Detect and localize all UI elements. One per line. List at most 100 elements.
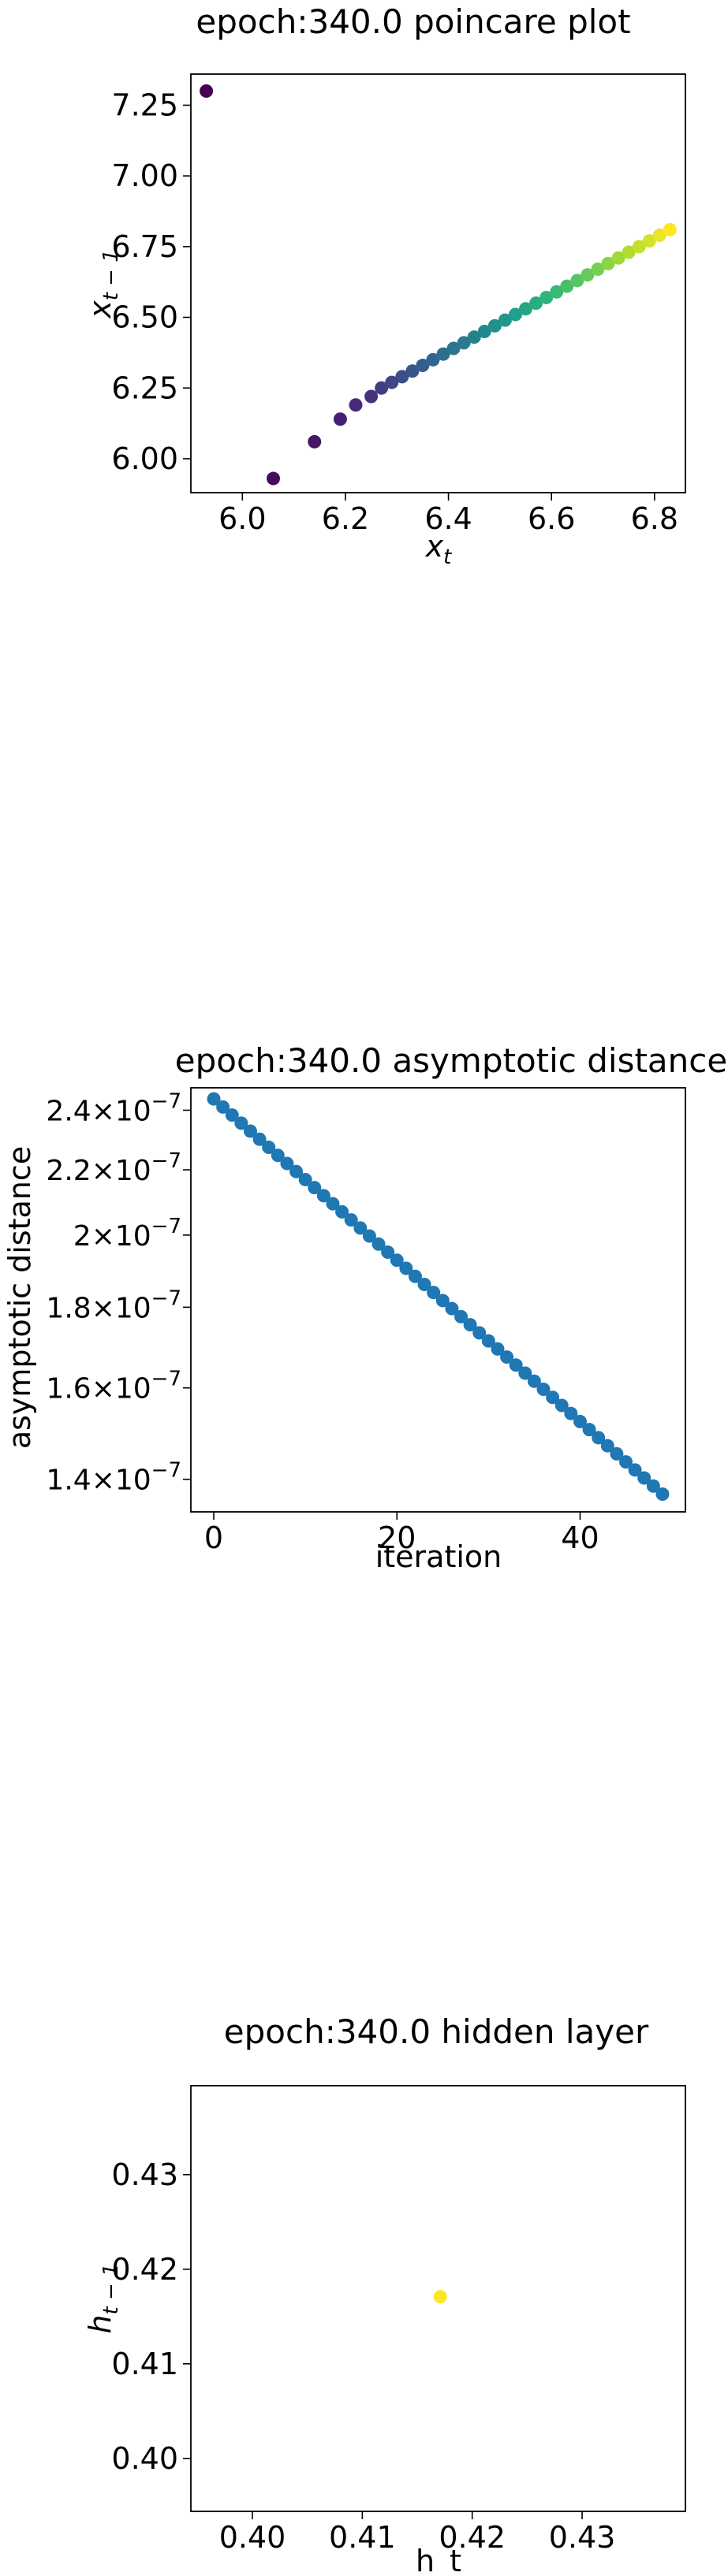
data-point xyxy=(467,330,481,344)
data-point xyxy=(539,290,554,304)
asymptotic-distance-chart: epoch:340.0 asymptotic distance 0 20 40 2.4… xyxy=(2,1041,727,1574)
y-axis-label: asymptotic distance xyxy=(2,1146,37,1449)
y-tick-label: 1.8×10−7 xyxy=(46,1286,181,1324)
data-point xyxy=(225,1108,239,1122)
data-point xyxy=(289,1164,304,1178)
y-tick-label: 6.25 xyxy=(111,370,178,405)
data-point xyxy=(308,1181,322,1195)
data-point xyxy=(371,1237,386,1251)
data-point xyxy=(601,256,615,270)
data-point xyxy=(536,1382,551,1396)
data-point xyxy=(481,1334,495,1348)
data-point xyxy=(622,245,636,259)
x-tick-label: 0.41 xyxy=(329,2520,396,2555)
data-point xyxy=(472,1326,487,1340)
data-point xyxy=(446,341,461,356)
y-tick-label: 7.25 xyxy=(111,87,178,122)
marks-layer xyxy=(207,1092,670,1502)
poincare-plot-chart: epoch:340.0 poincare plot 6.0 6.2 6.4 6.6 6.… xyxy=(83,2,686,569)
y-tick-label: 6.00 xyxy=(111,441,178,476)
data-point xyxy=(454,1309,469,1323)
data-point xyxy=(344,1213,358,1227)
data-point xyxy=(234,1116,248,1130)
y-tick-label: 2.4×10−7 xyxy=(46,1089,181,1127)
plot-frame xyxy=(190,73,686,493)
tick-layer: 0.40 0.41 0.42 0.43 0.40 0.41 0.42 0.43 xyxy=(111,2157,615,2555)
data-point xyxy=(243,1124,257,1138)
data-point xyxy=(280,1156,294,1171)
data-point xyxy=(395,370,409,384)
x-tick-label: 6.6 xyxy=(528,501,575,536)
data-point xyxy=(527,1374,541,1388)
x-tick-label: 0.43 xyxy=(549,2520,616,2555)
y-tick-label: 0.43 xyxy=(111,2157,178,2192)
data-point xyxy=(385,375,399,389)
data-point xyxy=(592,1431,606,1445)
data-point xyxy=(405,364,420,378)
data-point xyxy=(546,1390,560,1405)
y-tick-label: 6.50 xyxy=(111,300,178,335)
data-point xyxy=(655,1487,670,1502)
data-point xyxy=(426,352,440,367)
data-point xyxy=(333,412,347,426)
y-tick-label: 6.75 xyxy=(111,229,178,264)
data-point xyxy=(252,1132,267,1146)
y-tick-label: 2.2×10−7 xyxy=(46,1149,181,1187)
data-point xyxy=(335,1204,349,1219)
y-tick-label: 2×10−7 xyxy=(73,1215,181,1253)
data-point xyxy=(433,2290,447,2304)
data-point xyxy=(508,307,522,322)
chart-title: epoch:340.0 poincare plot xyxy=(196,2,630,41)
data-point xyxy=(581,268,595,282)
data-point xyxy=(509,1358,523,1372)
data-point xyxy=(477,324,491,338)
plot-frame xyxy=(190,1087,686,1513)
data-point xyxy=(390,1253,404,1268)
x-axis-label: xt xyxy=(425,529,453,569)
data-point xyxy=(349,398,363,412)
data-point xyxy=(560,279,574,293)
y-tick-label: 0.42 xyxy=(111,2252,178,2287)
data-point xyxy=(652,229,666,243)
data-point xyxy=(316,1189,330,1203)
y-axis-label: xt − 1 xyxy=(83,249,123,319)
data-point xyxy=(610,1446,624,1461)
x-tick-label: 40 xyxy=(561,1521,599,1555)
data-point xyxy=(487,318,502,333)
data-point xyxy=(554,1398,569,1413)
data-point xyxy=(353,1221,368,1235)
data-point xyxy=(637,1471,651,1485)
data-point xyxy=(399,1261,413,1275)
tick-layer: 6.0 6.2 6.4 6.6 6.8 6.00 6.25 6.50 6.75 7.00 7.25 xyxy=(111,87,678,536)
data-point xyxy=(646,1479,660,1493)
data-point xyxy=(628,1463,642,1477)
y-tick-label: 0.40 xyxy=(111,2441,178,2476)
data-point xyxy=(632,240,646,254)
data-point xyxy=(364,389,379,404)
data-point xyxy=(500,1350,514,1364)
x-tick-label: 0.42 xyxy=(439,2520,506,2555)
chart-title: epoch:340.0 asymptotic distance xyxy=(175,1041,727,1080)
y-tick-label: 0.41 xyxy=(111,2347,178,2381)
data-point xyxy=(491,1342,505,1356)
data-point xyxy=(271,1148,285,1163)
data-point xyxy=(564,1406,578,1420)
hidden-layer-chart: epoch:340.0 hidden layer 0.40 0.41 0.42 0.4… xyxy=(83,2012,686,2576)
data-point xyxy=(375,381,389,395)
x-tick-label: 6.4 xyxy=(424,501,472,536)
data-point xyxy=(642,234,656,248)
tick-layer: 0 20 40 2.4×10−7 2.2×10−7 2×10−7 1.8×10−7 1.6×1… xyxy=(46,1089,599,1555)
data-point xyxy=(362,1229,376,1243)
x-axis-label: iteration xyxy=(375,1539,502,1574)
y-axis-label: ht − 1 xyxy=(83,2263,123,2333)
x-tick-label: 0.40 xyxy=(219,2520,286,2555)
data-point xyxy=(591,262,605,277)
x-tick-label: 20 xyxy=(378,1521,416,1555)
data-point xyxy=(298,1172,312,1186)
y-tick-label: 7.00 xyxy=(111,158,178,193)
y-tick-label: 1.6×10−7 xyxy=(46,1368,181,1405)
data-point xyxy=(200,84,214,99)
data-point xyxy=(457,336,471,350)
data-point xyxy=(436,347,450,361)
data-point xyxy=(600,1439,614,1453)
